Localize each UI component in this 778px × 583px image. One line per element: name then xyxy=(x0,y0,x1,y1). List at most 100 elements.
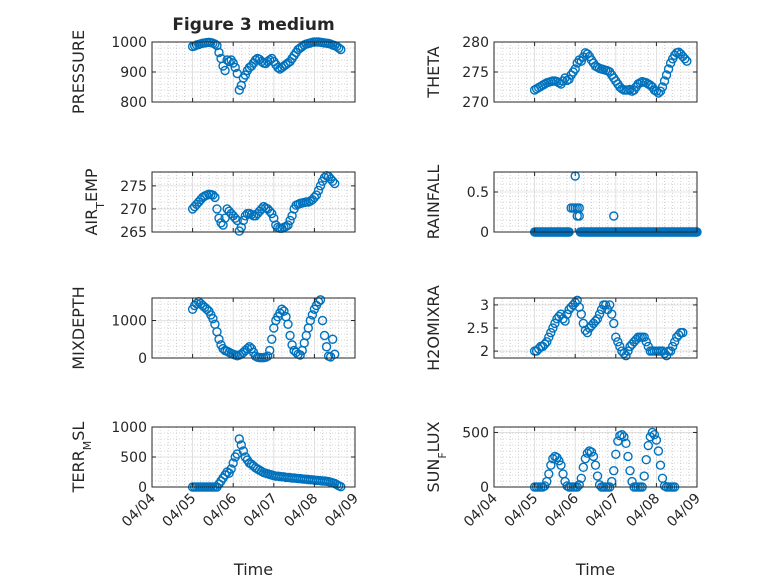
data-point xyxy=(592,471,603,481)
data-point xyxy=(279,306,289,316)
data-point xyxy=(578,462,589,473)
data-point xyxy=(682,56,692,66)
data-point xyxy=(574,203,584,213)
x-tick-label: 04/05 xyxy=(502,491,542,531)
data-point xyxy=(605,300,615,310)
data-point xyxy=(607,309,617,319)
data-point xyxy=(265,206,275,216)
data-point xyxy=(267,208,277,219)
data-point xyxy=(657,82,668,92)
y-tick-label: 900 xyxy=(120,65,147,81)
y-tick-label: 0 xyxy=(480,480,489,496)
data-point xyxy=(576,473,586,483)
data-point xyxy=(263,351,273,361)
data-point xyxy=(544,332,554,342)
y-tick-label: 1000 xyxy=(111,420,147,436)
y-tick-label: 800 xyxy=(120,95,147,111)
axes-frame xyxy=(493,426,698,488)
data-point xyxy=(544,469,554,479)
data-point xyxy=(621,438,631,449)
data-point xyxy=(265,55,275,65)
y-tick-label: 0.5 xyxy=(467,185,489,201)
data-point xyxy=(256,204,267,214)
x-tick-label: 04/09 xyxy=(664,491,704,531)
data-point xyxy=(315,295,326,305)
data-point xyxy=(611,449,621,459)
data-point xyxy=(548,323,558,333)
series-mixdepth xyxy=(187,295,340,363)
x-tick-label: 04/09 xyxy=(322,491,362,531)
data-point xyxy=(214,334,224,344)
x-tick-label: 04/04 xyxy=(119,490,159,530)
data-point xyxy=(600,300,611,310)
data-point xyxy=(540,339,550,349)
data-point xyxy=(590,460,601,470)
data-point xyxy=(336,44,346,55)
data-point xyxy=(250,55,261,65)
data-point xyxy=(586,447,597,457)
data-point xyxy=(283,220,293,230)
x-tick-label: 04/06 xyxy=(200,490,240,530)
data-point xyxy=(220,213,230,223)
data-point xyxy=(623,451,633,462)
y-tick-label: 0 xyxy=(138,351,147,367)
y-tick-label: 275 xyxy=(120,179,147,195)
data-point xyxy=(548,453,558,464)
y-tick-label: 270 xyxy=(462,95,489,111)
x-axis-label: Time xyxy=(233,560,273,579)
data-point xyxy=(643,440,653,451)
data-point xyxy=(224,56,234,67)
data-point xyxy=(641,337,651,347)
data-point xyxy=(663,64,674,74)
data-point xyxy=(651,435,662,445)
y-axis-label: TERRMSL xyxy=(69,422,94,494)
y-tick-label: 265 xyxy=(120,225,147,241)
data-point xyxy=(680,54,690,64)
data-point xyxy=(238,215,249,226)
data-point xyxy=(208,313,218,324)
subplot-h2omixra: 2 2.5 3 H2OMIXRA xyxy=(424,285,698,371)
data-point xyxy=(623,346,633,356)
y-axis-label: H2OMIXRA xyxy=(424,285,443,371)
data-point xyxy=(208,190,218,200)
data-point xyxy=(311,190,322,200)
y-tick-label: 270 xyxy=(120,202,147,218)
subplot-theta: 270 275 280 THETA xyxy=(424,35,698,111)
x-tick-label: 04/07 xyxy=(241,491,281,531)
data-point xyxy=(315,181,326,191)
subplot-pressure: 800 900 1000 PRESSURE Figure 3 medium xyxy=(69,15,356,114)
data-point xyxy=(230,213,240,223)
data-point xyxy=(542,337,552,347)
y-tick-label: 500 xyxy=(120,450,147,466)
subplot-sun_flux: 0 500 04/04 04/05 04/06 04/07 04/08 04/09 SUNFLU… xyxy=(424,421,704,579)
data-point xyxy=(319,172,330,183)
data-point xyxy=(191,298,202,309)
y-tick-label: 275 xyxy=(462,65,489,81)
data-point xyxy=(287,340,297,350)
subplot-rainfall: 0 0.5 RAINFALL xyxy=(424,165,702,241)
series-h2omixra xyxy=(529,295,688,361)
data-point xyxy=(669,337,680,347)
data-point xyxy=(330,178,340,189)
data-point xyxy=(592,314,603,324)
data-point xyxy=(546,327,556,338)
data-point xyxy=(327,176,338,186)
x-tick-label: 04/05 xyxy=(160,491,200,531)
data-point xyxy=(540,481,550,491)
y-tick-label: 0 xyxy=(480,225,489,241)
y-tick-label: 2 xyxy=(480,344,489,360)
data-point xyxy=(661,70,672,80)
data-point xyxy=(594,309,605,319)
data-point xyxy=(210,192,220,203)
data-point xyxy=(285,215,295,226)
axes-frame xyxy=(151,297,356,359)
y-tick-label: 280 xyxy=(462,35,489,51)
data-point xyxy=(232,215,242,226)
data-point xyxy=(667,341,678,352)
data-point xyxy=(609,465,619,476)
data-point xyxy=(313,185,324,196)
data-point xyxy=(562,309,572,319)
data-point xyxy=(240,70,251,80)
subplot-air_temp: 265 270 275 AIRTEMP xyxy=(82,168,356,241)
data-point xyxy=(609,211,619,221)
